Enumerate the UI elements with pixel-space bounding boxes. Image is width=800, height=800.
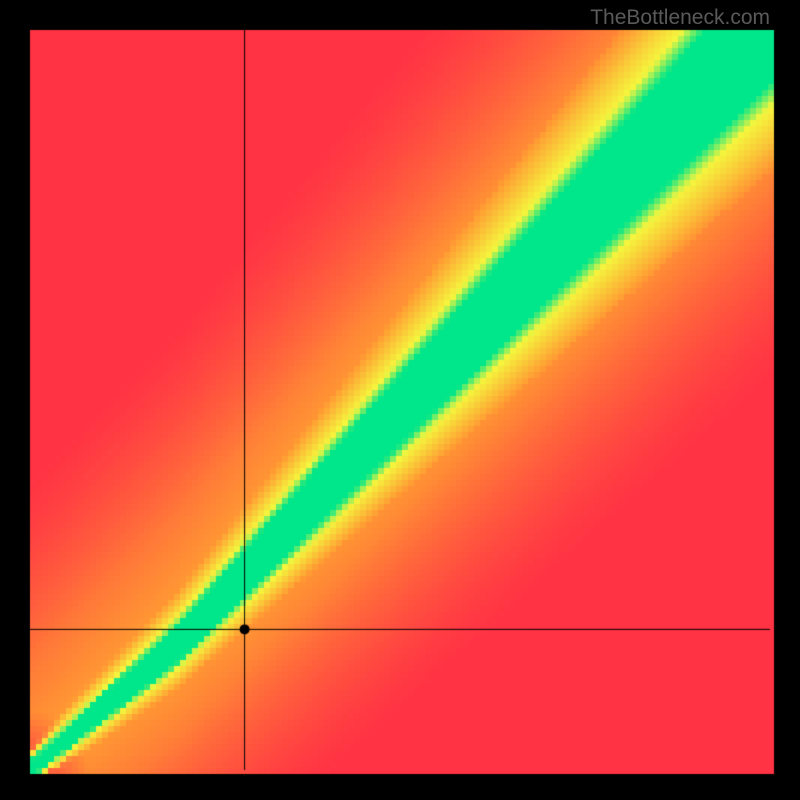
watermark-text: TheBottleneck.com	[590, 6, 770, 30]
chart-container: TheBottleneck.com	[0, 0, 800, 800]
heatmap-canvas	[0, 0, 800, 800]
